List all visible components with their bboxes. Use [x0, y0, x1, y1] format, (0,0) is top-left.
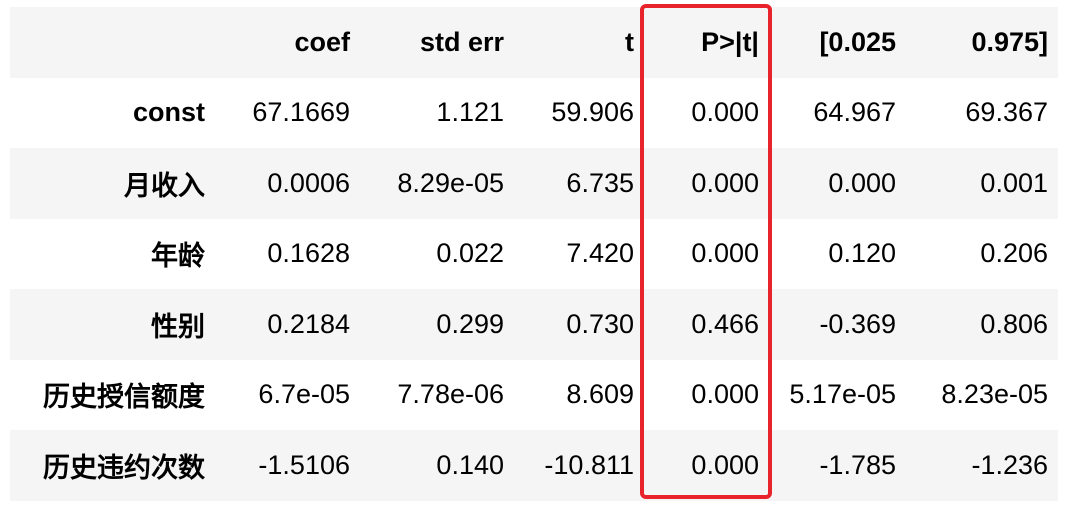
cell-coef: -1.5106	[213, 430, 360, 501]
cell-p-value: 0.000	[691, 379, 759, 410]
row-label: 年龄	[151, 241, 205, 272]
cell-std-err: 1.121	[436, 97, 504, 128]
cell-ci-lower: -0.369	[769, 289, 906, 360]
header-cell-ci-upper: 0.975]	[906, 7, 1058, 78]
row-label: 历史违约次数	[10, 430, 213, 501]
cell-ci-lower: -1.785	[769, 430, 906, 501]
cell-p-value: 0.000	[644, 430, 769, 501]
cell-t: 6.735	[514, 148, 644, 219]
cell-ci-lower: 5.17e-05	[789, 379, 896, 410]
header-row: coef std err t P>|t| [0.025 0.975]	[10, 7, 1058, 78]
cell-ci-upper: 0.806	[906, 289, 1058, 360]
cell-ci-lower: 0.000	[769, 148, 906, 219]
cell-std-err: 7.78e-06	[397, 379, 504, 410]
cell-std-err: 0.140	[360, 430, 514, 501]
row-label: 性别	[10, 289, 213, 360]
cell-std-err: 8.29e-05	[360, 148, 514, 219]
cell-ci-lower: 0.120	[828, 238, 896, 269]
header-cell-p-value: P>|t|	[644, 7, 769, 78]
header-cell-std-err: std err	[360, 7, 514, 78]
cell-coef: 0.1628	[267, 238, 350, 269]
cell-coef: 0.2184	[213, 289, 360, 360]
header-cell-coef: coef	[213, 7, 360, 78]
row-label: 历史授信额度	[43, 382, 205, 413]
cell-t: -10.811	[514, 430, 644, 501]
table-row: 月收入 0.0006 8.29e-05 6.735 0.000 0.000 0.…	[10, 148, 1058, 219]
cell-t: 8.609	[566, 379, 634, 410]
header-cell-t: t	[514, 7, 644, 78]
table-row: 历史授信额度 6.7e-05 7.78e-06 8.609 0.000 5.17…	[10, 360, 1058, 431]
cell-ci-upper: 8.23e-05	[941, 379, 1048, 410]
regression-results-table-container: coef std err t P>|t| [0.025 0.975] const…	[10, 7, 1058, 501]
header-cell-ci-lower: [0.025	[769, 7, 906, 78]
cell-ci-upper: 0.206	[980, 238, 1048, 269]
table-row: 历史违约次数 -1.5106 0.140 -10.811 0.000 -1.78…	[10, 430, 1058, 501]
cell-ci-lower: 64.967	[813, 97, 896, 128]
cell-t: 0.730	[514, 289, 644, 360]
cell-ci-upper: 0.001	[906, 148, 1058, 219]
cell-ci-upper: 69.367	[965, 97, 1048, 128]
table-row: const 67.1669 1.121 59.906 0.000 64.967 …	[10, 78, 1058, 149]
cell-std-err: 0.022	[436, 238, 504, 269]
cell-p-value: 0.000	[691, 97, 759, 128]
cell-p-value: 0.000	[691, 238, 759, 269]
cell-std-err: 0.299	[360, 289, 514, 360]
cell-p-value: 0.466	[644, 289, 769, 360]
cell-coef: 67.1669	[252, 97, 350, 128]
table-row: 年龄 0.1628 0.022 7.420 0.000 0.120 0.206	[10, 219, 1058, 290]
regression-results-table: coef std err t P>|t| [0.025 0.975] const…	[10, 7, 1058, 501]
cell-p-value: 0.000	[644, 148, 769, 219]
row-label: const	[132, 97, 205, 128]
row-label: 月收入	[10, 148, 213, 219]
cell-coef: 0.0006	[213, 148, 360, 219]
header-cell-index	[10, 7, 213, 78]
cell-ci-upper: -1.236	[906, 430, 1058, 501]
table-row: 性别 0.2184 0.299 0.730 0.466 -0.369 0.806	[10, 289, 1058, 360]
cell-t: 7.420	[566, 238, 634, 269]
cell-t: 59.906	[551, 97, 634, 128]
cell-coef: 6.7e-05	[258, 379, 350, 410]
